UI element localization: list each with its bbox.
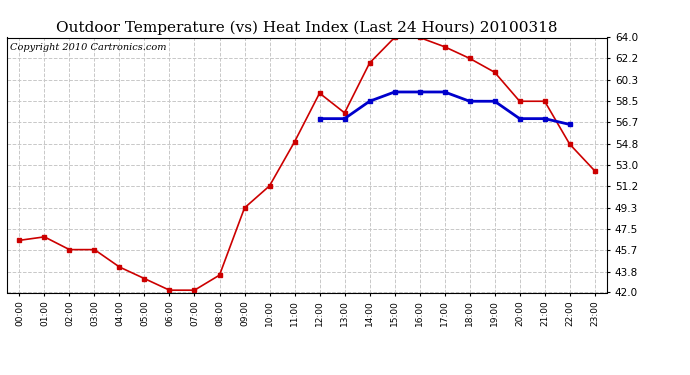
Text: Copyright 2010 Cartronics.com: Copyright 2010 Cartronics.com — [10, 43, 166, 52]
Title: Outdoor Temperature (vs) Heat Index (Last 24 Hours) 20100318: Outdoor Temperature (vs) Heat Index (Las… — [57, 21, 558, 35]
